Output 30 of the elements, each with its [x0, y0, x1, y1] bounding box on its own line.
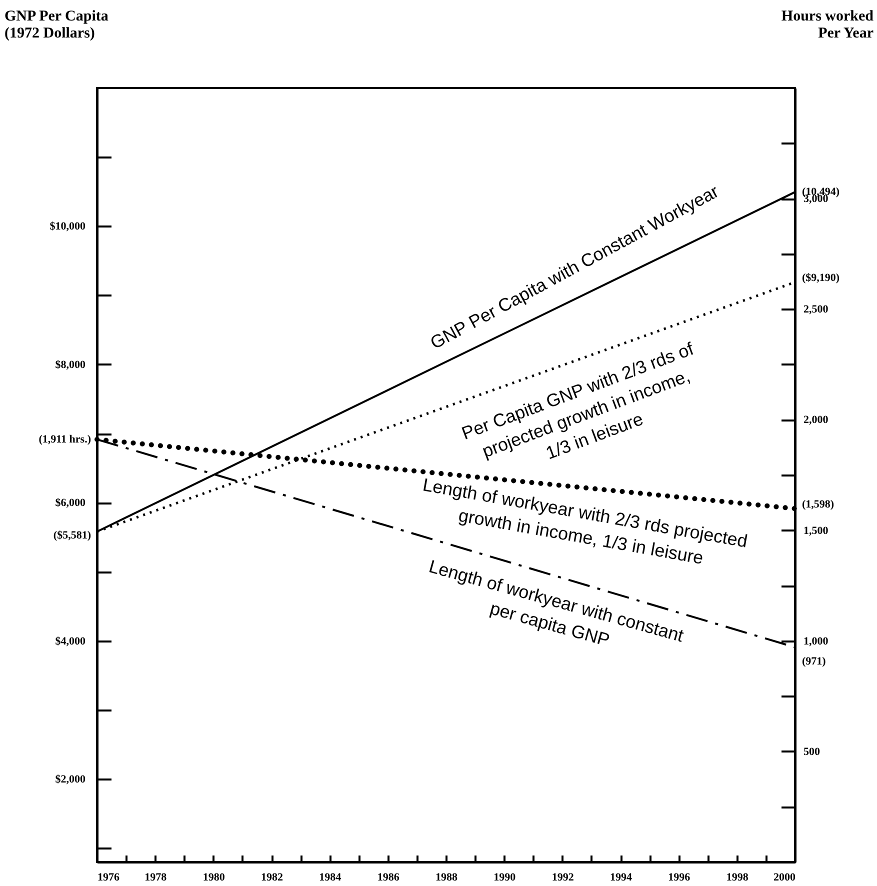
x-tick-label: 2000	[774, 872, 796, 884]
y-tick-label: $2,000	[55, 774, 86, 786]
data-label: (971)	[802, 655, 826, 668]
x-tick-label: 1990	[494, 872, 516, 884]
x-tick-label: 1992	[552, 872, 574, 884]
y2-tick-label: 1,000	[804, 635, 829, 648]
data-label: ($9,190)	[802, 272, 840, 284]
y-tick-label: $6,000	[55, 497, 86, 510]
x-tick-label: 1980	[202, 872, 226, 884]
x-tick-label: 1988	[436, 872, 458, 884]
x-tick-label: 1986	[377, 872, 400, 884]
x-tick-label: 1994	[610, 872, 632, 884]
y2-tick-label: 2,500	[804, 304, 829, 316]
data-label: ($5,581)	[53, 530, 92, 542]
y-axis-title: GNP Per Capita (1972 Dollars)	[4, 8, 109, 42]
x-tick-label: 1976	[98, 872, 120, 884]
x-tick-label: 1984	[319, 872, 342, 884]
y2-axis-title: Hours worked Per Year	[781, 8, 874, 42]
y2-tick-label: 500	[804, 746, 820, 758]
data-label: (1,911 hrs.)	[38, 433, 92, 446]
x-tick-label: 1978	[144, 872, 168, 884]
y-tick-label: $8,000	[55, 358, 86, 371]
x-tick-label: 1998	[726, 872, 749, 884]
y-tick-label: $10,000	[50, 220, 86, 233]
x-tick-label: 1982	[261, 872, 284, 884]
y2-tick-label: 1,500	[804, 524, 829, 537]
y-tick-label: $4,000	[55, 635, 86, 648]
data-label: (1,598)	[802, 498, 834, 511]
x-tick-label: 1996	[668, 872, 691, 884]
y2-tick-label: 2,000	[804, 414, 829, 426]
